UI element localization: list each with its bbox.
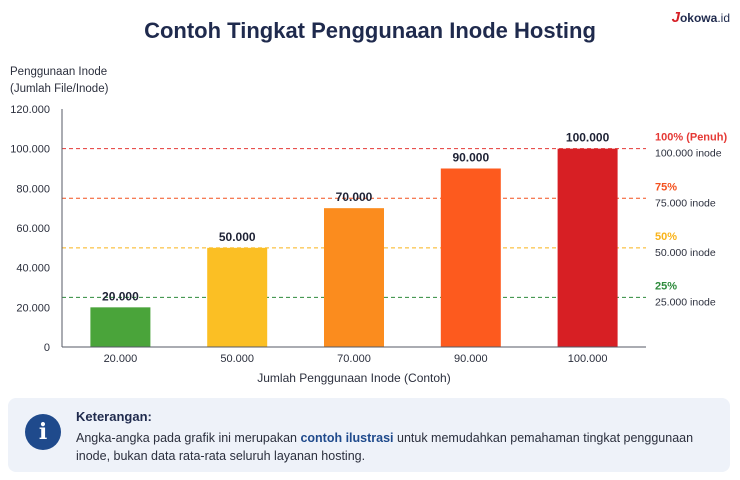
- brand-logo: Jokowa.id: [671, 9, 730, 26]
- x-tick-label: 20.000: [104, 353, 138, 365]
- y-axis-label: Penggunaan Inode (Jumlah File/Inode): [10, 66, 109, 95]
- bar: [90, 307, 151, 347]
- y-tick-label: 100.000: [10, 144, 50, 156]
- reference-label: 25%: [655, 280, 677, 292]
- info-title: Keterangan:: [76, 409, 152, 424]
- page-title: Contoh Tingkat Penggunaan Inode Hosting: [144, 18, 596, 43]
- info-highlight: contoh ilustrasi: [300, 431, 394, 445]
- y-tick-label: 0: [44, 342, 50, 354]
- x-tick-label: 100.000: [568, 353, 608, 365]
- bar-value-label: 90.000: [452, 151, 489, 165]
- reference-sublabel: 75.000 inode: [655, 197, 716, 209]
- bar: [557, 148, 618, 347]
- info-icon: i: [25, 414, 61, 450]
- y-tick-label: 80.000: [16, 183, 50, 195]
- y-tick-label: 60.000: [16, 223, 50, 235]
- reference-sublabel: 50.000 inode: [655, 247, 716, 259]
- bar-value-label: 50.000: [219, 230, 256, 244]
- info-box: i Keterangan: Angka-angka pada grafik in…: [8, 398, 730, 472]
- reference-label: 50%: [655, 231, 677, 243]
- bar-value-label: 20.000: [102, 289, 139, 303]
- bar: [324, 208, 384, 347]
- x-tick-label: 50.000: [220, 353, 254, 365]
- y-tick-label: 20.000: [16, 302, 50, 314]
- reference-sublabel: 100.000 inode: [655, 148, 722, 160]
- reference-label: 75%: [655, 181, 677, 193]
- reference-sublabel: 25.000 inode: [655, 296, 716, 308]
- reference-label: 100% (Penuh): [655, 132, 727, 144]
- x-axis-label: Jumlah Penggunaan Inode (Contoh): [257, 371, 450, 385]
- y-tick-label: 120.000: [10, 104, 50, 116]
- info-text: Angka-angka pada grafik ini merupakan co…: [76, 431, 694, 463]
- bar-value-label: 70.000: [336, 190, 373, 204]
- y-tick-label: 40.000: [16, 263, 50, 275]
- bar: [207, 247, 268, 347]
- x-tick-label: 90.000: [454, 353, 488, 365]
- x-tick-label: 70.000: [337, 353, 371, 365]
- bar: [440, 168, 501, 347]
- bar-value-label: 100.000: [566, 131, 610, 145]
- bar-chart: 0 20.000 40.000 60.000 80.000 100.000 120.000 1…: [10, 104, 727, 385]
